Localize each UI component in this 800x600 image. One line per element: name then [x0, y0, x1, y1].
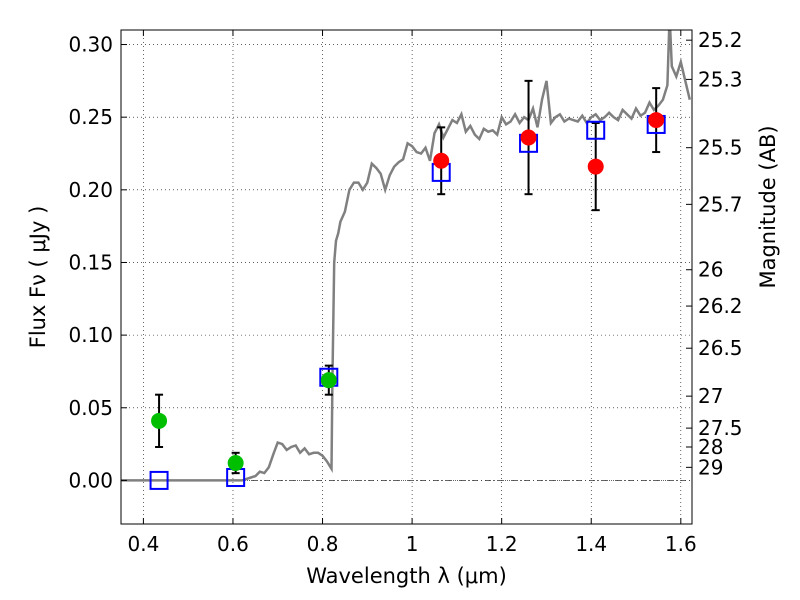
observed-flux-point [587, 158, 604, 175]
sed-model-line [121, 30, 692, 482]
x-tick-label: 0.4 [127, 532, 159, 556]
mag-tick-label: 27.5 [698, 416, 743, 440]
y-tick-label: 0.20 [68, 178, 113, 202]
grid-lines [121, 30, 692, 524]
data-markers [149, 79, 666, 490]
axis-ticks: 0.4 0.6 0.8 1 1.2 1.4 1.6 0.00 0.05 0.10 0.15 0.20 0… [68, 28, 742, 556]
y-tick-label: 0.25 [68, 105, 113, 129]
y-axis-label: Flux Fν ( μJy ) [26, 206, 50, 349]
x-tick-label: 1.2 [486, 532, 518, 556]
mag-tick-label: 25.7 [698, 192, 743, 216]
observed-flux-point [151, 412, 168, 429]
x-tick-label: 0.6 [217, 532, 249, 556]
mag-tick-label: 25.5 [698, 136, 743, 160]
mag-tick-label: 26 [698, 258, 723, 282]
x-axis-label: Wavelength λ (μm) [306, 564, 507, 588]
y-tick-label: 0.15 [68, 250, 113, 274]
x-tick-label: 0.8 [307, 532, 339, 556]
mag-tick-label: 28 [698, 435, 723, 459]
observed-flux-point [520, 129, 537, 146]
mag-tick-label: 26.2 [698, 294, 743, 318]
mag-tick-label: 26.5 [698, 336, 743, 360]
mag-tick-label: 25.2 [698, 28, 743, 52]
model-photometry-square [586, 120, 606, 140]
y-tick-label: 0.00 [68, 468, 113, 492]
sed-curve-layer [121, 30, 692, 482]
x-tick-label: 1 [406, 532, 419, 556]
x-tick-label: 1.6 [665, 532, 697, 556]
mag-tick-label: 25.3 [698, 67, 743, 91]
mag-tick-label: 29 [698, 455, 723, 479]
y-tick-label: 0.30 [68, 33, 113, 57]
y-tick-label: 0.05 [68, 396, 113, 420]
y-tick-label: 0.10 [68, 323, 113, 347]
plot-frame [120, 29, 693, 525]
model-photometry-square [149, 470, 169, 490]
x-tick-label: 1.4 [575, 532, 607, 556]
observed-flux-point [433, 152, 450, 169]
y2-axis-label: Magnitude (AB) [756, 125, 780, 288]
observed-flux-point [227, 454, 244, 471]
mag-tick-label: 27 [698, 384, 723, 408]
observed-flux-point [320, 372, 337, 389]
observed-flux-point [648, 112, 665, 129]
